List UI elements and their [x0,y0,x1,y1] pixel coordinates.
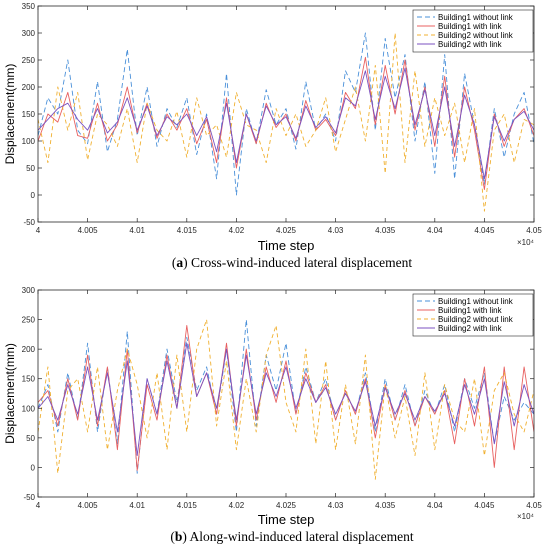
y-tick-label: 250 [22,56,36,65]
x-tick-label: 4.02 [229,501,245,510]
caption-letter: a [176,255,183,270]
x-tick-label: 4.01 [129,501,145,510]
series-group [38,319,534,480]
series-line-3 [38,319,534,480]
x-tick-label: 4.05 [526,501,542,510]
y-tick-label: 0 [31,191,36,200]
legend-label-4: Building2 with link [438,324,503,333]
y-tick-label: 50 [26,434,35,443]
x-tick-label: 4.005 [78,226,99,235]
x-tick-label: 4.03 [328,226,344,235]
caption-text: Cross-wind-induced lateral displacement [188,255,413,270]
legend-label-2: Building1 with link [438,306,503,315]
y-tick-label: 150 [22,375,36,384]
legend-label-1: Building1 without link [438,13,514,22]
series-line-2 [38,56,534,191]
x-tick-label: 4.035 [375,501,396,510]
x-tick-label: 4 [36,501,41,510]
legend-label-3: Building2 without link [438,315,514,324]
chart-panel-b: 4 4.005 4.01 4.015 4.02 4.025 4.03 4.035 4.04 4.0… [3,286,542,544]
x-exponent-label: ×10⁴ [517,238,535,247]
x-tick-label: 4.015 [177,226,198,235]
caption-letter: b [175,529,183,544]
caption: (a) Cross-wind-induced lateral displacem… [172,255,413,270]
x-tick-label: 4.04 [427,226,443,235]
y-axis-label: Displacement(mm) [3,64,17,165]
y-tick-label: 350 [22,2,36,11]
y-tick-label: 300 [22,286,36,295]
x-tick-label: 4.05 [526,226,542,235]
series-line-4 [38,342,534,457]
y-tick-label: 300 [22,29,36,38]
x-exponent-label: ×10⁴ [517,512,535,521]
y-tick-label: 50 [26,164,35,173]
y-tick-label: 200 [22,83,36,92]
x-tick-label: 4.03 [328,501,344,510]
y-tick-label: 250 [22,316,36,325]
x-tick-label: 4.02 [229,226,245,235]
legend-label-3: Building2 without link [438,31,514,40]
x-tick-label: 4 [36,226,41,235]
caption-paren-open: ( [170,529,175,544]
series-line-3 [38,32,534,212]
x-axis-label: Time step [258,238,315,253]
x-axis-label: Time step [258,512,315,527]
caption: (b) Along-wind-induced lateral displacem… [170,529,414,544]
caption-paren-open: ( [172,255,177,270]
legend-label-1: Building1 without link [438,297,514,306]
y-axis-label: Displacement(mm) [3,343,17,444]
y-tick-label: -50 [23,218,35,227]
y-tick-label: 0 [31,463,36,472]
series-group [38,32,534,212]
caption-text: Along-wind-induced lateral displacement [187,529,414,544]
y-tick-label: 150 [22,110,36,119]
x-tick-label: 4.025 [276,501,297,510]
legend-label-2: Building1 with link [438,22,503,31]
x-tick-label: 4.035 [375,226,396,235]
series-line-1 [38,32,534,196]
series-line-2 [38,325,534,471]
y-tick-label: 100 [22,404,36,413]
x-tick-label: 4.025 [276,226,297,235]
y-tick-label: 200 [22,345,36,354]
x-tick-label: 4.01 [129,226,145,235]
caption-paren-close: ) [183,255,188,270]
legend-label-4: Building2 with link [438,40,503,49]
x-tick-label: 4.015 [177,501,198,510]
x-tick-label: 4.045 [474,501,495,510]
series-line-4 [38,67,534,180]
x-tick-label: 4.045 [474,226,495,235]
x-tick-label: 4.005 [78,501,99,510]
y-tick-label: -50 [23,493,35,502]
caption-paren-close: ) [182,529,187,544]
x-tick-label: 4.04 [427,501,443,510]
y-tick-label: 100 [22,137,36,146]
chart-panel-a: 4 4.005 4.01 4.015 4.02 4.025 4.03 4.035 4.04 4.0… [3,2,542,270]
